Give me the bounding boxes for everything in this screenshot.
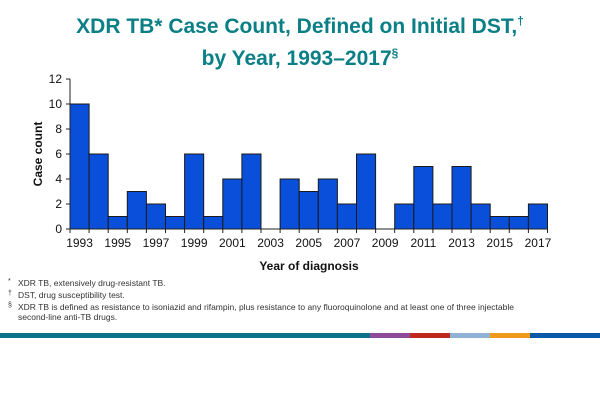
bar-2010 [394,203,415,230]
footnote-1: * XDR TB, extensively drug-resistant TB. [8,278,538,288]
x-tick-label: 2009 [372,236,399,250]
bar-2011 [413,166,434,230]
x-tick-label: 2015 [486,236,513,250]
bar-1996 [126,191,147,230]
y-tick-label: 10 [49,97,63,111]
y-tick-label: 8 [55,122,62,136]
x-tick-label: 1993 [66,236,93,250]
title-line-2: by Year, 1993–2017 [201,47,392,70]
bar-1995 [107,216,128,230]
footnote-mark: § [8,302,12,309]
color-segment [370,333,410,338]
bar-2002 [241,153,262,230]
chart-title: XDR TB* Case Count, Defined on Initial D… [0,8,600,72]
y-tick-label: 2 [55,197,62,211]
bottom-color-bar [0,333,600,338]
x-tick-label: 2005 [295,236,322,250]
x-tick-label: 2003 [257,236,284,250]
y-tick-label: 6 [55,147,62,161]
color-segment [410,333,450,338]
bar-2017 [527,203,549,230]
bar-1997 [145,203,166,230]
color-segment [450,333,490,338]
x-tick-label: 2001 [219,236,246,250]
bar-2006 [317,178,338,230]
bar-chart: 0 2 4 6 8 10 12 1993 1995 1997 1999 2001 2003 2005 200… [31,72,552,273]
footnote-text: XDR TB, extensively drug-resistant TB. [18,278,166,288]
x-axis-label: Year of diagnosis [259,259,359,273]
bar-2001 [222,178,243,230]
footnote-2: † DST, drug susceptibility test. [8,290,538,300]
bar-2016 [508,216,529,230]
bar-2004 [279,178,300,230]
bar-2013 [451,166,472,230]
footnote-text: XDR TB is defined as resistance to isoni… [18,302,514,322]
bar-2007 [336,203,357,230]
bar-2008 [356,153,377,230]
bar-1994 [88,153,109,230]
bar-2014 [470,203,491,230]
title-mark-section: § [391,46,399,60]
footnote-mark: * [8,278,11,285]
bar-2005 [298,191,319,230]
bar-2000 [203,216,224,230]
bar-1999 [184,153,205,230]
bar-1998 [165,216,186,230]
color-segment [530,333,600,338]
footnote-3: § XDR TB is defined as resistance to ison… [8,302,538,322]
bar-2015 [489,216,510,230]
color-segment [0,333,370,338]
y-tick-label: 4 [55,172,62,186]
y-tick-label: 12 [49,72,63,86]
bar-2012 [432,203,453,230]
y-tick-label: 0 [55,222,62,236]
x-tick-label: 2013 [448,236,475,250]
footnote-mark: † [8,290,12,297]
footnote-text: DST, drug susceptibility test. [18,290,125,300]
color-segment [490,333,530,338]
y-axis-label: Case count [31,122,45,187]
bar-1993 [69,103,90,230]
x-tick-label: 2007 [334,236,361,250]
title-mark-dagger: † [517,14,524,28]
x-tick-label: 2017 [525,236,552,250]
x-tick-label: 1997 [143,236,170,250]
x-tick-label: 2011 [410,236,436,250]
x-tick-label: 1999 [181,236,208,250]
x-tick-label: 1995 [104,236,131,250]
title-line-1: XDR TB* Case Count, Defined on Initial D… [76,15,518,38]
